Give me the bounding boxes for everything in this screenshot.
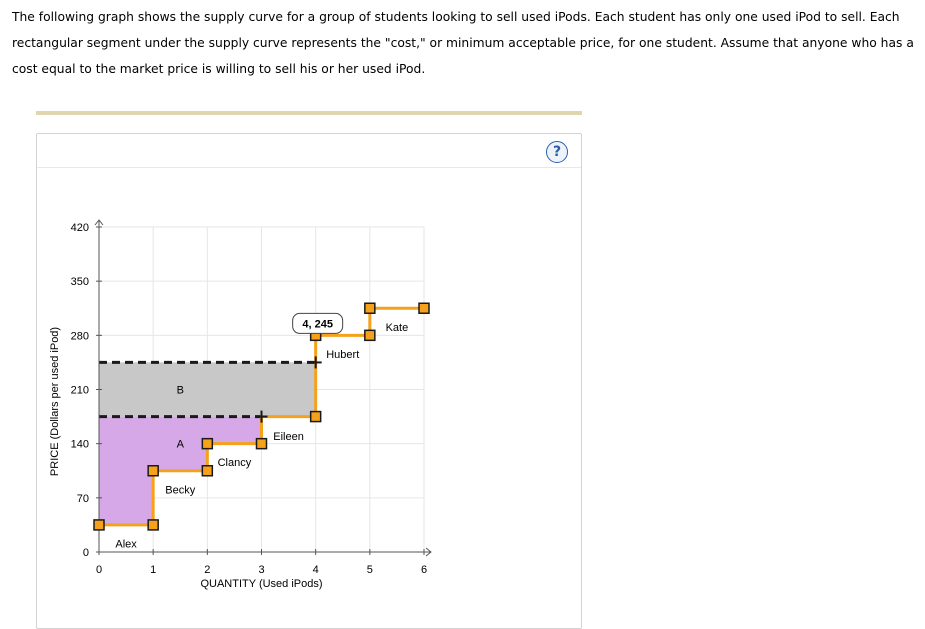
x-tick-label: 2 bbox=[204, 564, 210, 576]
callout-box bbox=[292, 312, 344, 334]
point-handle[interactable] bbox=[93, 519, 105, 531]
point-handle[interactable] bbox=[201, 437, 214, 450]
y-axis-title: PRICE (Dollars per used iPod) bbox=[49, 327, 61, 476]
y-axis-arrow bbox=[94, 219, 104, 226]
x-tick-label: 1 bbox=[150, 564, 156, 576]
divider bbox=[36, 111, 582, 115]
area-a-label: A bbox=[177, 439, 185, 451]
student-label: Clancy bbox=[218, 457, 252, 469]
x-tick-label: 6 bbox=[421, 564, 427, 576]
student-label: Becky bbox=[165, 484, 195, 496]
point-handle[interactable] bbox=[147, 465, 159, 477]
y-tick-label: 140 bbox=[71, 439, 89, 451]
area-b-label: B bbox=[177, 385, 184, 397]
callout-label: 4, 245 bbox=[302, 318, 333, 330]
point-handle[interactable] bbox=[201, 465, 214, 477]
panel-toolbar-line bbox=[37, 167, 581, 168]
graph-panel: ? 0 1 2 3 4 5 6 0 70 140 210 280 350 420 QUANTITY (Use… bbox=[36, 133, 582, 629]
student-label: Hubert bbox=[326, 349, 359, 361]
y-tick-label: 350 bbox=[71, 276, 89, 288]
x-tick-label: 4 bbox=[313, 564, 319, 576]
point-handle[interactable] bbox=[147, 519, 159, 531]
x-axis-arrow bbox=[425, 547, 432, 557]
area-b[interactable] bbox=[99, 362, 316, 417]
point-handle[interactable] bbox=[364, 302, 376, 314]
point-handle[interactable] bbox=[309, 410, 322, 423]
x-tick-label: 3 bbox=[258, 564, 264, 576]
x-tick-label: 0 bbox=[96, 564, 102, 576]
intro-text: The following graph shows the supply cur… bbox=[12, 10, 914, 76]
x-tick-label: 5 bbox=[367, 564, 373, 576]
y-tick-label: 70 bbox=[77, 493, 89, 505]
point-handle[interactable] bbox=[418, 302, 430, 314]
y-tick-label: 280 bbox=[71, 330, 89, 342]
student-label: Eileen bbox=[273, 431, 304, 443]
student-label: Alex bbox=[115, 538, 137, 550]
y-tick-label: 0 bbox=[83, 547, 89, 559]
y-tick-label: 420 bbox=[71, 222, 89, 234]
supply-chart[interactable]: 0 1 2 3 4 5 6 0 70 140 210 280 350 420 QUANTITY (Used … bbox=[37, 134, 581, 628]
point-handle[interactable] bbox=[364, 329, 376, 342]
help-icon[interactable]: ? bbox=[546, 141, 568, 163]
y-tick-label: 210 bbox=[71, 385, 89, 397]
student-label: Kate bbox=[386, 322, 409, 334]
x-axis-title: QUANTITY (Used iPods) bbox=[200, 578, 322, 590]
point-handle[interactable] bbox=[255, 437, 268, 450]
